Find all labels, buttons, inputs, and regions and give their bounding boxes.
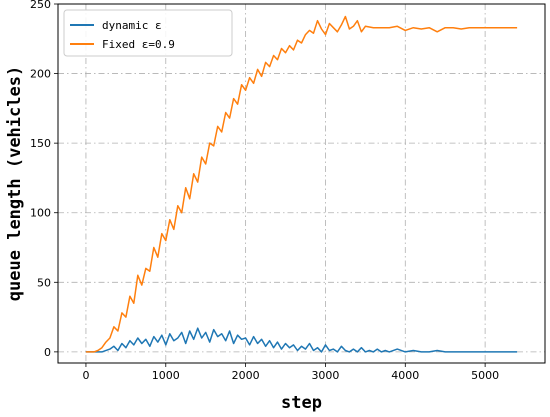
series-lines (85, 15, 518, 353)
x-tick-label: 5000 (471, 369, 499, 382)
plot-frame (57, 3, 546, 364)
y-tick-label: 150 (30, 137, 51, 150)
grid (58, 3, 545, 363)
y-tick-label: 250 (30, 0, 51, 11)
x-tick-label: 1000 (152, 369, 180, 382)
x-tick-label: 0 (82, 369, 89, 382)
series-line-1 (85, 327, 518, 353)
legend-label: dynamic ε (102, 19, 162, 32)
y-tick-label: 100 (30, 207, 51, 220)
legend-label: Fixed ε=0.9 (102, 38, 175, 51)
series-line-2 (85, 15, 518, 353)
y-tick-label: 200 (30, 68, 51, 81)
legend: dynamic ε Fixed ε=0.9 (63, 9, 233, 57)
x-axis-label: step (281, 393, 322, 413)
legend-box (63, 9, 233, 57)
y-tick-label: 0 (44, 346, 51, 359)
y-tick-label: 50 (37, 276, 51, 289)
y-axis-label: queue length (vehicles) (5, 66, 25, 301)
x-tick-label: 4000 (391, 369, 419, 382)
axis-ticks: 0 1000 2000 3000 4000 5000 0 50 100 150 200 250 (30, 0, 499, 382)
x-tick-label: 3000 (311, 369, 339, 382)
x-tick-label: 2000 (232, 369, 260, 382)
